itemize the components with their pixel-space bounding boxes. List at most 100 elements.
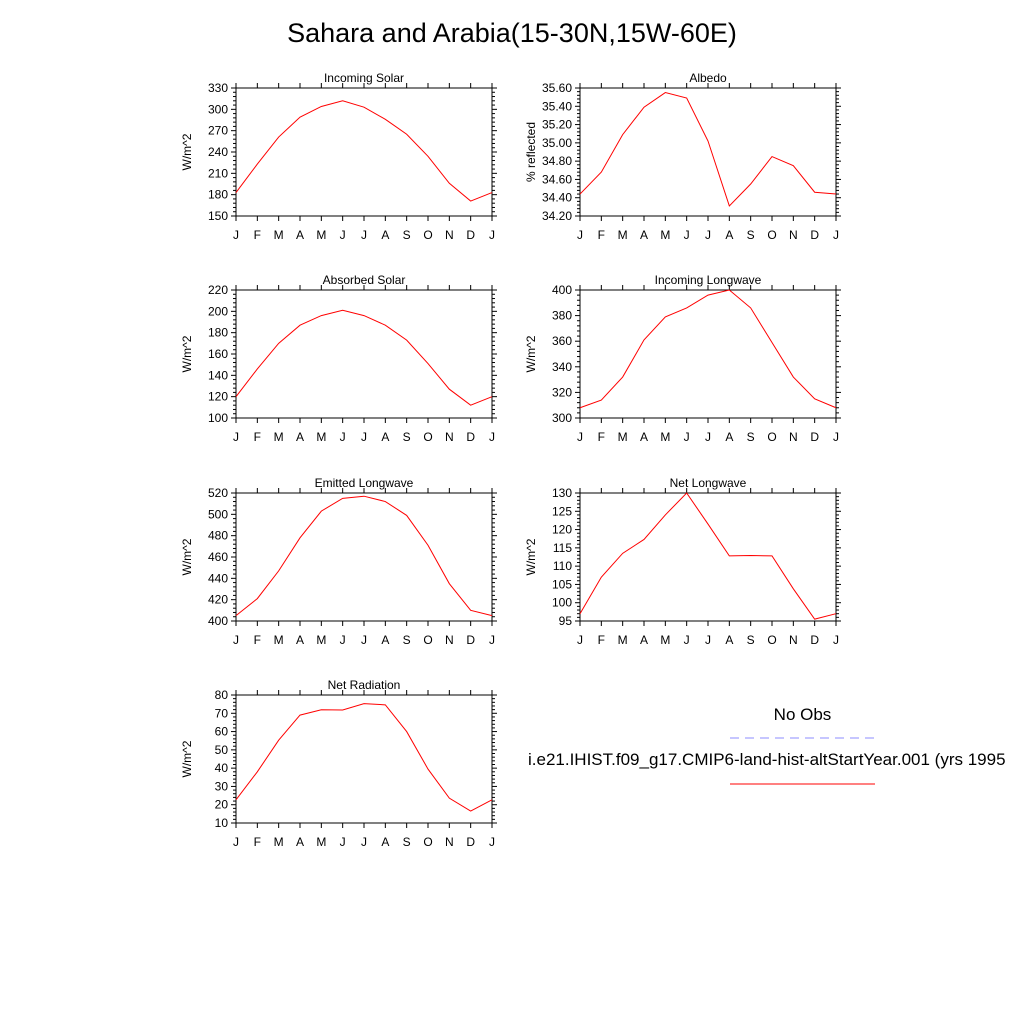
net-radiation-xtick-label: A — [296, 835, 304, 849]
emitted-longwave-ytick-label: 440 — [208, 571, 228, 585]
incoming-solar-xtick-label: D — [466, 228, 475, 242]
incoming-solar-xtick-label: M — [316, 228, 326, 242]
emitted-longwave-xtick-label: O — [423, 633, 432, 647]
albedo-ylabel: % reflected — [524, 122, 538, 182]
net-longwave-xtick-label: A — [640, 633, 648, 647]
legend-model-label: i.e21.IHIST.f09_g17.CMIP6-land-hist-altS… — [528, 750, 1006, 769]
net-longwave-xtick-label: F — [598, 633, 605, 647]
net-longwave-xtick-label: O — [767, 633, 776, 647]
net-radiation-xtick-label: J — [233, 835, 239, 849]
net-radiation-xtick-label: O — [423, 835, 432, 849]
incoming-solar-xtick-label: J — [340, 228, 346, 242]
emitted-longwave-xtick-label: J — [489, 633, 495, 647]
net-longwave-chart: Net Longwave W/m^2 95 100 105 110 115 120 125 130… — [524, 476, 841, 647]
net-radiation-ytick-label: 50 — [215, 743, 229, 757]
albedo-xtick-label: J — [684, 228, 690, 242]
net-longwave-plot-frame — [579, 492, 837, 622]
albedo-xtick-label: J — [577, 228, 583, 242]
incoming-solar-title: Incoming Solar — [324, 71, 404, 85]
emitted-longwave-xtick-label: J — [361, 633, 367, 647]
incoming-solar-xtick-label: O — [423, 228, 432, 242]
net-radiation-ytick-label: 30 — [215, 779, 229, 793]
incoming-solar-ylabel: W/m^2 — [180, 133, 194, 170]
absorbed-solar-ytick-label: 220 — [208, 283, 228, 297]
absorbed-solar-xtick-label: J — [233, 430, 239, 444]
net-longwave-xtick-label: D — [810, 633, 819, 647]
albedo-ytick-label: 35.20 — [542, 118, 572, 132]
incoming-solar-xtick-label: J — [233, 228, 239, 242]
incoming-longwave-xtick-label: O — [767, 430, 776, 444]
incoming-solar-ytick-label: 210 — [208, 166, 228, 180]
emitted-longwave-xtick-label: M — [316, 633, 326, 647]
net-longwave-xtick-label: J — [833, 633, 839, 647]
emitted-longwave-ylabel: W/m^2 — [180, 538, 194, 575]
emitted-longwave-xtick-label: J — [340, 633, 346, 647]
albedo-xtick-label: O — [767, 228, 776, 242]
incoming-solar-xtick-label: N — [445, 228, 454, 242]
incoming-solar-xtick-label: F — [254, 228, 261, 242]
net-radiation-xtick-label: S — [403, 835, 411, 849]
net-radiation-ytick-label: 10 — [215, 816, 229, 830]
net-radiation-ytick-label: 60 — [215, 725, 229, 739]
albedo-xtick-label: D — [810, 228, 819, 242]
incoming-solar-ytick-label: 330 — [208, 81, 228, 95]
albedo-ytick-label: 34.20 — [542, 209, 572, 223]
net-longwave-ytick-label: 95 — [559, 614, 573, 628]
absorbed-solar-ylabel: W/m^2 — [180, 335, 194, 372]
net-longwave-xtick-label: M — [618, 633, 628, 647]
net-longwave-title: Net Longwave — [670, 476, 747, 490]
incoming-longwave-xtick-label: A — [640, 430, 648, 444]
emitted-longwave-chart: Emitted Longwave W/m^2 400 420 440 460 480 500 5… — [180, 476, 497, 647]
absorbed-solar-xtick-label: N — [445, 430, 454, 444]
albedo-chart: Albedo % reflected 34.20 34.40 34.60 34.80 35.… — [524, 71, 841, 242]
emitted-longwave-xtick-label: M — [274, 633, 284, 647]
incoming-longwave-ytick-label: 320 — [552, 385, 572, 399]
albedo-ytick-label: 35.60 — [542, 81, 572, 95]
incoming-longwave-xtick-label: N — [789, 430, 798, 444]
incoming-solar-xtick-label: S — [403, 228, 411, 242]
incoming-solar-ytick-label: 300 — [208, 102, 228, 116]
albedo-ytick-label: 34.80 — [542, 154, 572, 168]
absorbed-solar-chart: Absorbed Solar W/m^2 100 120 140 160 180 200 220… — [180, 273, 497, 444]
incoming-longwave-plot-frame — [579, 289, 837, 419]
net-longwave-ytick-label: 105 — [552, 577, 572, 591]
albedo-series-line — [579, 92, 837, 207]
absorbed-solar-ytick-label: 160 — [208, 347, 228, 361]
albedo-xtick-label: N — [789, 228, 798, 242]
net-radiation-xtick-label: J — [489, 835, 495, 849]
incoming-longwave-xtick-label: F — [598, 430, 605, 444]
absorbed-solar-xtick-label: O — [423, 430, 432, 444]
emitted-longwave-xtick-label: A — [296, 633, 304, 647]
absorbed-solar-xtick-label: F — [254, 430, 261, 444]
net-longwave-xtick-label: M — [660, 633, 670, 647]
absorbed-solar-xtick-label: A — [296, 430, 304, 444]
emitted-longwave-ytick-label: 400 — [208, 614, 228, 628]
legend-obs-label: No Obs — [773, 705, 832, 724]
incoming-longwave-ytick-label: 360 — [552, 334, 572, 348]
absorbed-solar-xtick-label: M — [316, 430, 326, 444]
albedo-xtick-label: M — [660, 228, 670, 242]
albedo-title: Albedo — [689, 71, 727, 85]
net-radiation-ytick-label: 70 — [215, 706, 229, 720]
net-radiation-ytick-label: 80 — [215, 688, 229, 702]
net-radiation-series-line — [235, 703, 493, 812]
incoming-solar-xtick-label: A — [381, 228, 389, 242]
net-radiation-xtick-label: A — [381, 835, 389, 849]
net-longwave-ytick-label: 110 — [553, 559, 572, 573]
net-longwave-ytick-label: 120 — [552, 523, 572, 537]
emitted-longwave-xtick-label: N — [445, 633, 454, 647]
net-radiation-title: Net Radiation — [328, 678, 401, 692]
net-longwave-xtick-label: N — [789, 633, 798, 647]
incoming-longwave-ytick-label: 300 — [552, 411, 572, 425]
incoming-solar-xtick-label: M — [274, 228, 284, 242]
albedo-xtick-label: F — [598, 228, 605, 242]
incoming-longwave-xtick-label: S — [747, 430, 755, 444]
net-radiation-ylabel: W/m^2 — [180, 740, 194, 777]
incoming-longwave-xtick-label: J — [577, 430, 583, 444]
net-radiation-xtick-label: D — [466, 835, 475, 849]
net-radiation-xtick-label: F — [254, 835, 261, 849]
incoming-longwave-title: Incoming Longwave — [655, 273, 762, 287]
net-longwave-xtick-label: J — [577, 633, 583, 647]
emitted-longwave-title: Emitted Longwave — [315, 476, 414, 490]
